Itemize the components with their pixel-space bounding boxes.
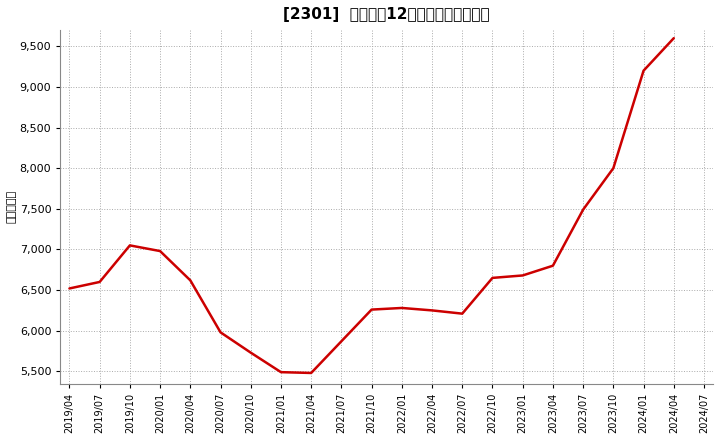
Y-axis label: （百万円）: （百万円） bbox=[7, 190, 17, 224]
Title: [2301]  売上高の12か月移動合計の推移: [2301] 売上高の12か月移動合計の推移 bbox=[284, 7, 490, 22]
